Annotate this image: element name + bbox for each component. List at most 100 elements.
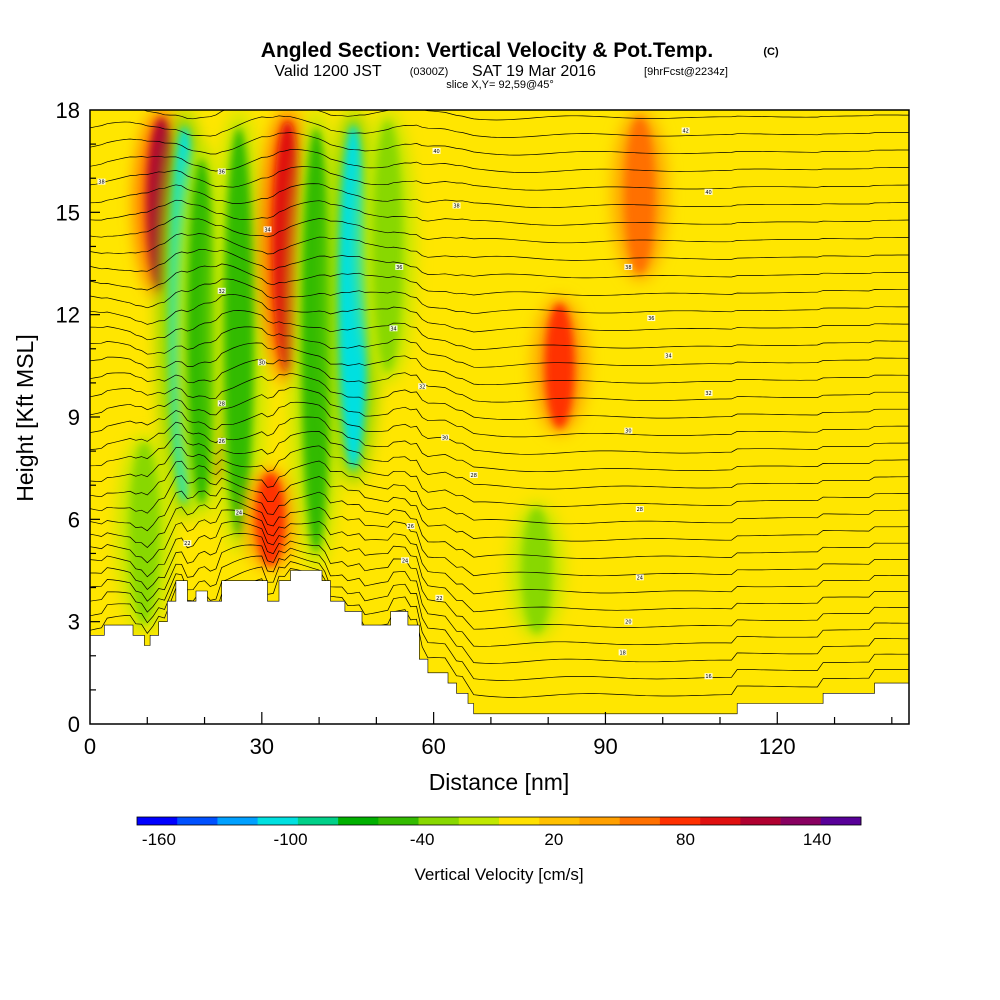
theta-label-bg	[635, 574, 644, 581]
theta-contour-23	[90, 263, 909, 296]
velocity-core-10	[372, 120, 403, 372]
colorbar-swatch	[539, 817, 580, 825]
x-tick-label: 90	[593, 734, 617, 759]
x-axis: 0 30 60 90 120	[84, 712, 893, 759]
theta-label-text: 28	[471, 473, 477, 479]
theta-contour-28	[90, 183, 909, 209]
theta-contour-7	[90, 497, 909, 577]
theta-label-27: 24	[635, 574, 644, 581]
theta-label-text: 34	[264, 227, 270, 233]
colorbar-swatch	[740, 817, 781, 825]
y-axis-label: Height [Kft MSL]	[12, 334, 38, 501]
theta-label-bg	[469, 471, 478, 478]
y-tick-label: 9	[68, 405, 80, 430]
velocity-core-6	[255, 472, 286, 567]
theta-contour-10	[90, 460, 909, 525]
theta-label-text: 20	[625, 620, 631, 626]
theta-contour-15	[90, 386, 909, 438]
velocity-core-8	[301, 128, 332, 553]
velocity-core-12	[521, 507, 552, 634]
theta-label-bg	[635, 506, 644, 513]
theta-contour-5	[90, 520, 909, 613]
theta-label-21: 38	[624, 263, 633, 271]
colorbar-swatch	[579, 817, 620, 825]
theta-label-bg	[664, 352, 673, 359]
theta-label-text: 18	[619, 650, 625, 656]
x-tick-label: 30	[250, 734, 274, 759]
velocity-core-13	[624, 116, 655, 274]
theta-label-bg	[401, 557, 409, 564]
theta-label-text: 34	[390, 326, 396, 332]
theta-contour-9	[90, 475, 909, 542]
theta-label-bg	[395, 263, 404, 270]
theta-label-bg	[432, 147, 441, 154]
theta-label-text: 38	[625, 265, 631, 271]
theta-contour-33	[142, 110, 909, 121]
theta-label-text: 32	[419, 384, 425, 390]
theta-label-12: 34	[389, 325, 398, 332]
colorbar-swatch	[780, 817, 822, 825]
valid-time-zulu: (0300Z)	[410, 66, 449, 78]
theta-label-bg	[624, 427, 633, 434]
theta-label-text: 26	[408, 524, 414, 530]
theta-contour-25	[90, 233, 909, 261]
theta-label-bg	[704, 673, 713, 680]
theta-label-23: 34	[664, 352, 673, 360]
theta-contour-30	[90, 149, 909, 173]
theta-label-bg	[441, 434, 450, 441]
theta-label-26: 28	[635, 506, 644, 513]
colorbar-swatch	[217, 817, 258, 825]
slice-info: slice X,Y= 92,59@45°	[446, 79, 554, 91]
theta-label-bg	[389, 325, 398, 332]
colorbar-swatch	[499, 817, 540, 825]
theta-label-bg	[263, 226, 272, 233]
theta-label-2: 34	[263, 226, 272, 233]
chart-title: Angled Section: Vertical Velocity & Pot.…	[261, 39, 713, 62]
theta-label-17: 24	[401, 557, 409, 564]
theta-contour-17	[90, 358, 909, 403]
theta-label-text: 22	[436, 596, 442, 602]
theta-contours	[90, 110, 909, 698]
colorbar-swatch	[619, 817, 661, 825]
colorbar-swatch	[338, 817, 379, 825]
theta-label-text: 30	[442, 435, 448, 441]
y-axis: 0 3 6 9 12 15 18	[56, 98, 100, 737]
theta-label-bg	[234, 509, 243, 516]
colorbar-swatch	[659, 817, 701, 825]
theta-contour-18	[90, 342, 909, 386]
theta-contour-20	[90, 310, 909, 351]
theta-label-text: 28	[637, 507, 643, 513]
theta-label-28: 20	[624, 618, 633, 626]
theta-contour-labels: 38 36 34 32 30 28 26 24 22 40 38 36 34 32 30 28 26 24 22 42…	[97, 127, 713, 680]
theta-contour-11	[90, 445, 909, 507]
y-tick-label: 3	[68, 610, 80, 635]
theta-label-text: 36	[396, 265, 402, 271]
colorbar-swatch	[700, 817, 741, 825]
velocity-core-4	[186, 159, 217, 505]
y-tick-label: 18	[56, 98, 80, 123]
theta-contour-14	[90, 401, 909, 455]
y-tick-label: 15	[56, 200, 80, 225]
theta-label-16: 26	[406, 523, 415, 530]
forecast-info: [9hrFcst@2234z]	[644, 66, 728, 78]
theta-label-text: 26	[219, 439, 225, 445]
colorbar-tick-label: 20	[544, 830, 563, 849]
theta-contour-12	[90, 431, 909, 490]
theta-label-text: 34	[665, 354, 671, 360]
theta-contour-8	[90, 487, 909, 559]
theta-label-9: 40	[432, 147, 441, 155]
theta-label-bg	[624, 263, 633, 270]
theta-contour-26	[90, 216, 909, 244]
theta-label-10: 38	[452, 202, 461, 210]
theta-label-bg	[647, 315, 656, 322]
theta-label-text: 38	[98, 180, 104, 186]
theta-label-text: 22	[184, 541, 190, 547]
theta-label-bg	[681, 127, 690, 134]
theta-label-bg	[97, 178, 106, 185]
colorbar-swatch	[458, 817, 500, 825]
theta-label-15: 28	[469, 471, 478, 479]
x-tick-label: 0	[84, 734, 96, 759]
colorbar-frame	[136, 816, 862, 826]
theta-label-3: 32	[217, 287, 226, 295]
